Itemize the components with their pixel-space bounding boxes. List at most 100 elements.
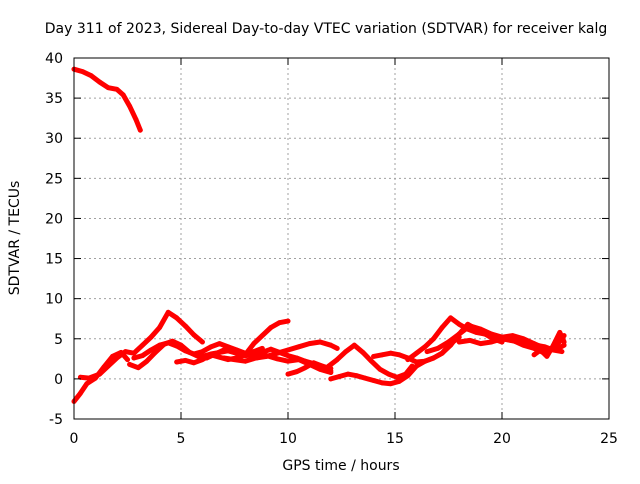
data-point xyxy=(174,343,180,349)
y-tick-label: 30 xyxy=(45,131,63,147)
data-point xyxy=(386,371,391,377)
data-point xyxy=(274,350,280,356)
data-point xyxy=(456,331,462,337)
data-point xyxy=(285,353,291,358)
data-point xyxy=(217,350,222,355)
x-tick-label: 20 xyxy=(493,431,511,447)
data-point xyxy=(422,358,428,364)
data-point xyxy=(80,69,85,74)
data-point xyxy=(521,342,526,348)
data-point xyxy=(217,354,222,360)
y-tick-label: 35 xyxy=(45,91,63,107)
data-point xyxy=(157,342,163,348)
data-point xyxy=(379,380,385,386)
data-point xyxy=(456,339,462,345)
data-point xyxy=(431,336,436,342)
data-point xyxy=(97,371,103,377)
data-point xyxy=(422,344,428,350)
data-point xyxy=(296,344,302,350)
data-point xyxy=(285,371,291,377)
data-point xyxy=(131,350,137,356)
data-point xyxy=(165,309,171,315)
data-point xyxy=(431,355,436,361)
series-layer xyxy=(71,66,567,404)
data-point xyxy=(84,381,90,387)
data-point xyxy=(334,357,340,362)
series-line-arc-5 xyxy=(131,340,265,361)
data-point xyxy=(264,354,269,359)
data-point xyxy=(328,342,334,348)
data-point xyxy=(521,336,526,342)
y-tick-label: 20 xyxy=(45,211,63,227)
data-point xyxy=(439,325,445,330)
data-point xyxy=(274,356,280,362)
data-point xyxy=(435,346,441,351)
data-point xyxy=(200,354,205,359)
data-point xyxy=(234,350,240,356)
data-point xyxy=(140,342,145,348)
data-point xyxy=(259,350,265,355)
grid-layer xyxy=(74,58,609,419)
data-point xyxy=(334,346,340,351)
data-point xyxy=(414,363,419,369)
data-point xyxy=(225,344,231,350)
data-point xyxy=(473,330,479,335)
data-point xyxy=(127,362,132,367)
data-point xyxy=(371,378,376,383)
data-point xyxy=(328,368,334,374)
data-point xyxy=(531,346,537,351)
data-point xyxy=(268,325,274,330)
data-point xyxy=(242,353,248,358)
data-point xyxy=(114,86,120,92)
data-point xyxy=(296,357,302,362)
y-tick-label: -5 xyxy=(49,412,63,428)
data-point xyxy=(467,338,473,343)
x-tick-label: 10 xyxy=(279,431,297,447)
data-point xyxy=(148,334,154,340)
data-point xyxy=(377,366,383,372)
data-point xyxy=(544,354,550,359)
y-tick-label: 0 xyxy=(54,372,63,388)
data-point xyxy=(221,355,227,361)
plot-frame xyxy=(73,57,610,420)
data-point xyxy=(253,355,259,361)
data-point xyxy=(105,85,111,91)
data-point xyxy=(123,349,128,354)
data-point xyxy=(456,321,462,327)
data-point xyxy=(144,358,150,364)
data-point xyxy=(478,341,483,346)
data-point xyxy=(120,92,126,98)
data-point xyxy=(259,333,265,338)
data-point xyxy=(311,360,317,366)
data-point xyxy=(200,339,205,345)
data-point xyxy=(285,347,291,353)
y-tick-label: 5 xyxy=(54,332,63,348)
data-point xyxy=(424,349,430,354)
x-tick-label: 0 xyxy=(70,431,79,447)
data-point xyxy=(414,359,419,365)
data-point xyxy=(328,376,334,382)
data-point xyxy=(369,358,374,364)
data-point xyxy=(133,117,139,123)
data-point xyxy=(191,351,197,357)
data-point xyxy=(326,363,332,369)
data-point xyxy=(388,350,394,356)
tick-layer: 0 5 10 15 20 25 -5 0 5 10 15 20 25 30 35 40 xyxy=(45,51,618,447)
data-point xyxy=(165,340,171,346)
data-point xyxy=(379,352,385,358)
data-point xyxy=(277,320,282,326)
data-point xyxy=(97,79,103,85)
data-point xyxy=(396,352,402,358)
data-point xyxy=(510,338,516,343)
data-point xyxy=(140,353,145,358)
data-point xyxy=(388,381,394,387)
data-point xyxy=(396,378,402,384)
data-point xyxy=(200,349,205,354)
data-point xyxy=(551,342,556,348)
data-point xyxy=(467,323,473,329)
data-point xyxy=(360,350,366,355)
data-point xyxy=(232,357,237,362)
y-tick-label: 40 xyxy=(45,51,63,67)
data-point xyxy=(251,341,257,346)
